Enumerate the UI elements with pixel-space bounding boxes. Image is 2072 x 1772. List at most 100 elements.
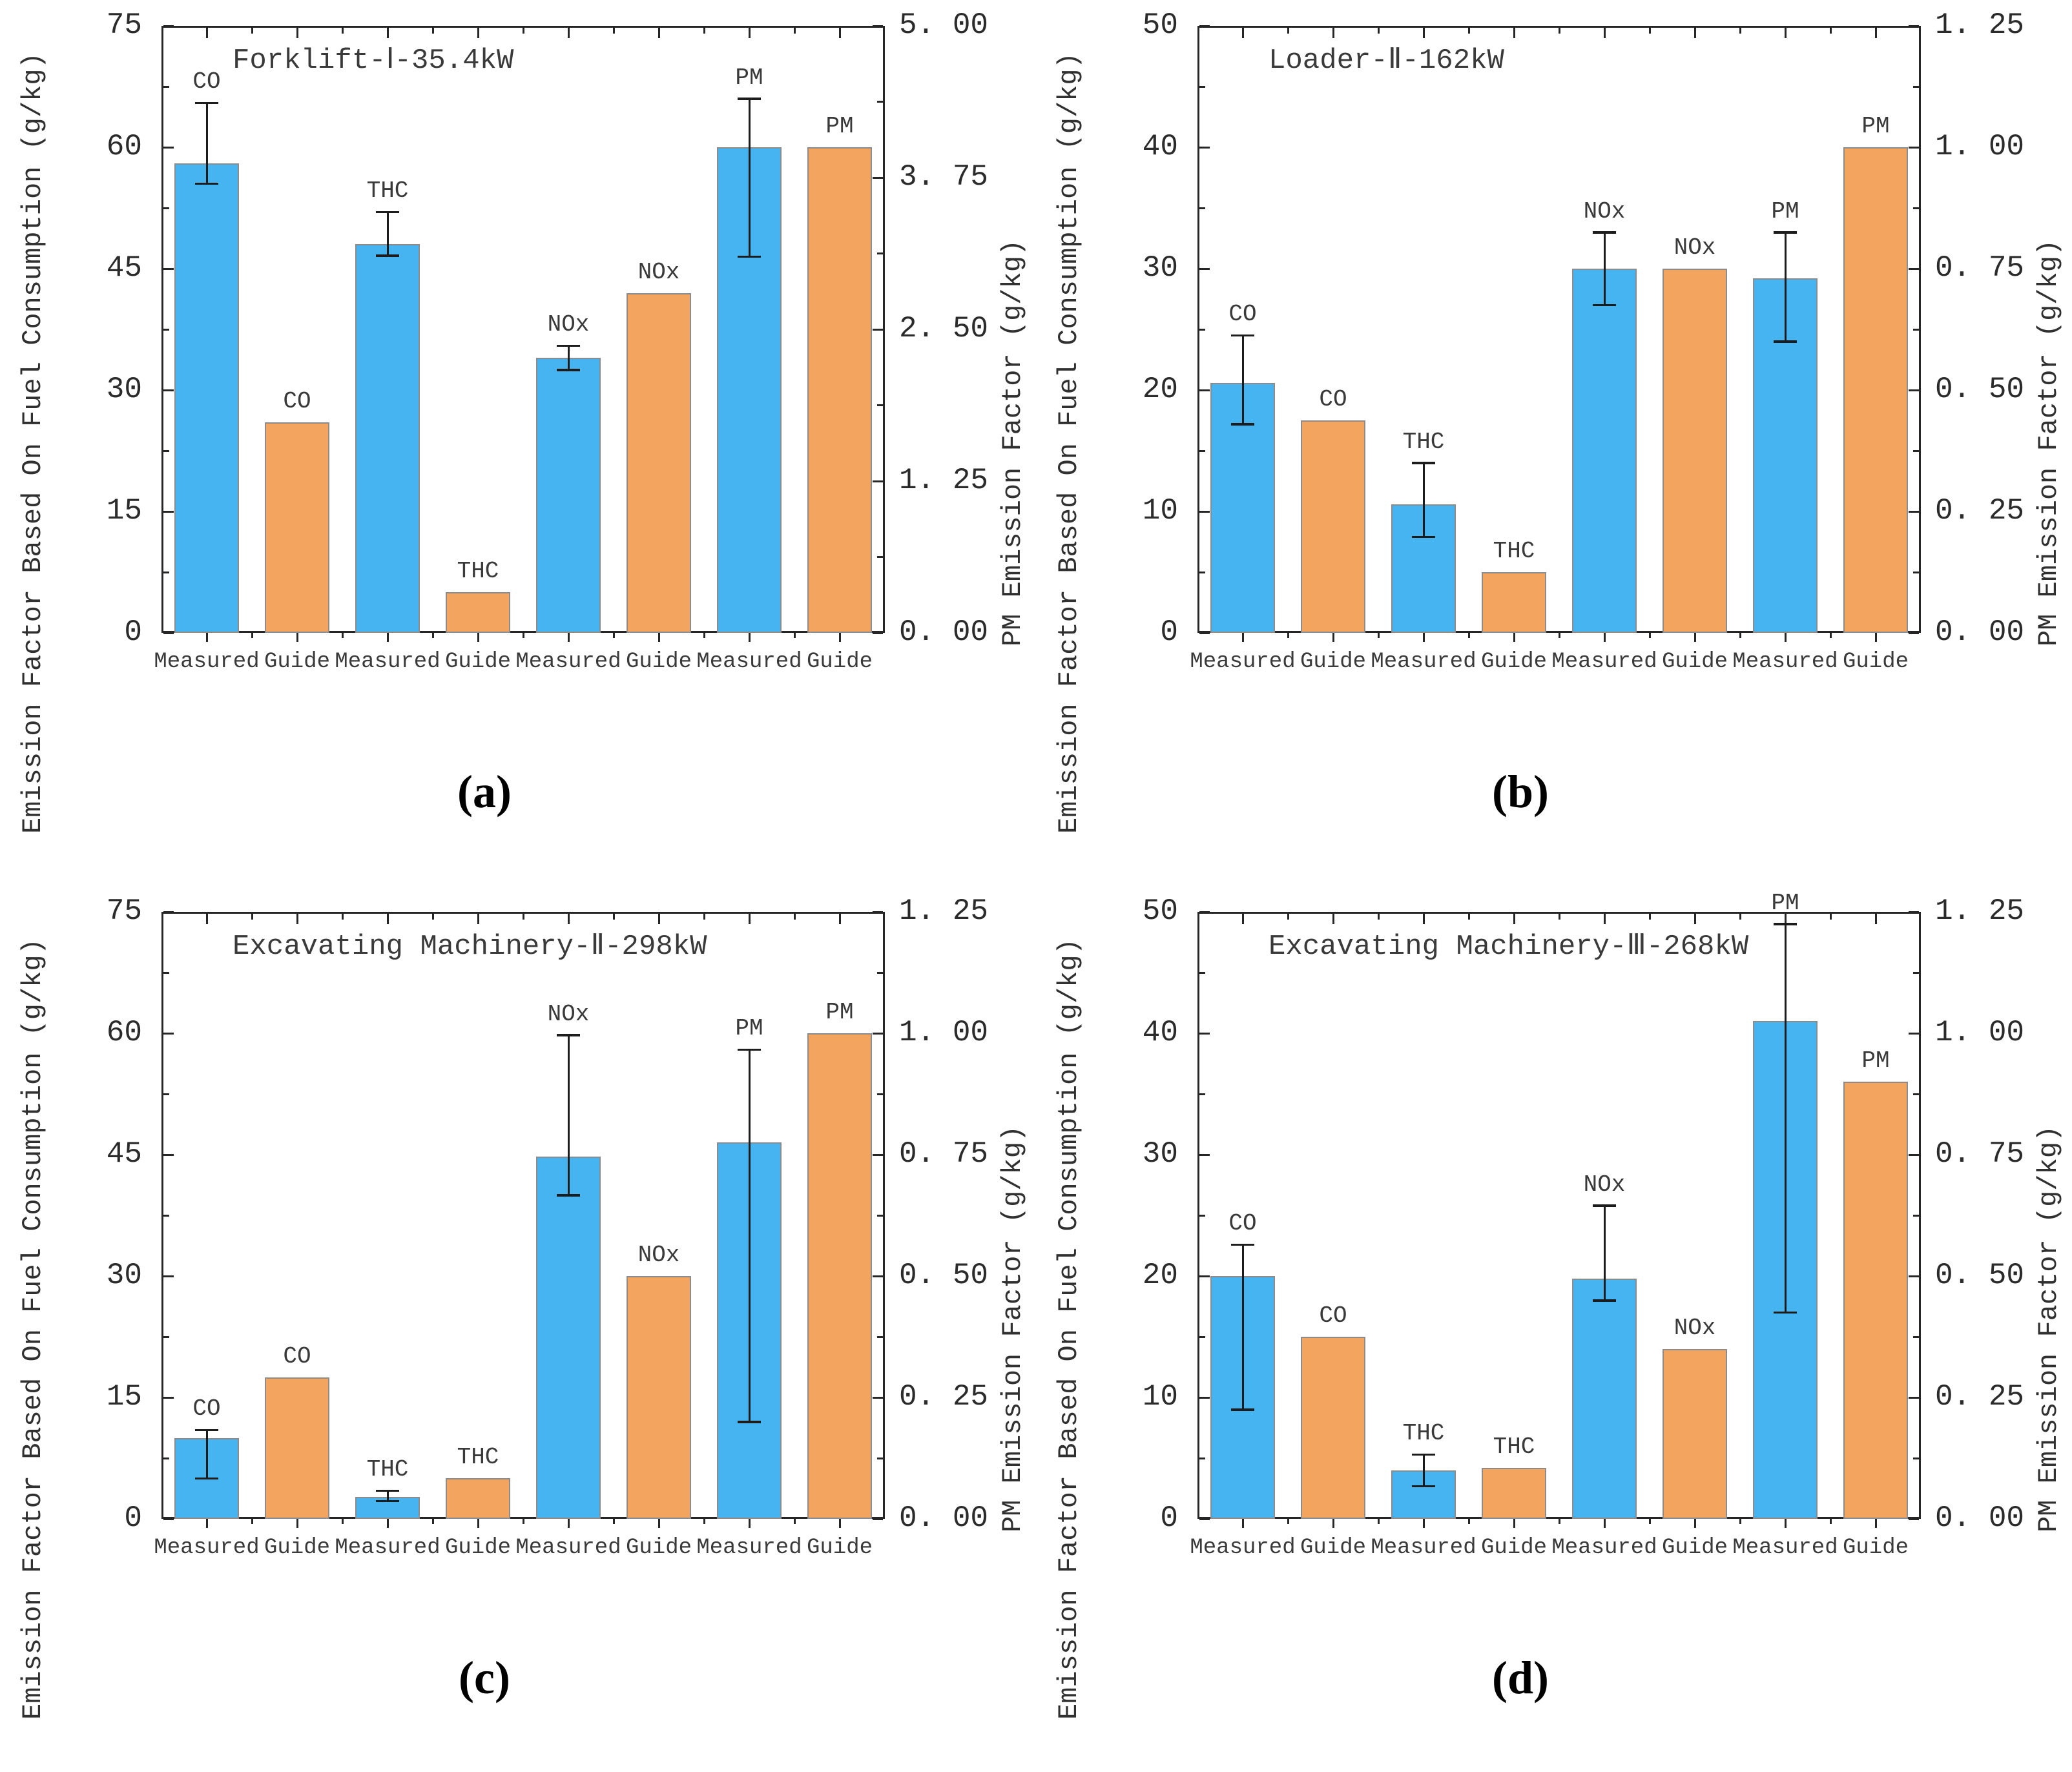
top-axis-tick (1784, 28, 1787, 38)
bottom-axis-tick (386, 633, 389, 642)
left-axis-minor-tick (1199, 1457, 1205, 1459)
right-axis-major-tick (1909, 510, 1919, 513)
right-axis-tick-label: 5. 00 (899, 8, 989, 42)
error-bar-line (386, 212, 389, 256)
bar-pm-guide (1843, 147, 1908, 633)
bottom-axis-tick (1513, 633, 1515, 642)
left-axis-major-tick (1199, 911, 1210, 913)
right-axis-major-tick (873, 1518, 883, 1520)
left-axis-major-tick (163, 267, 174, 270)
y-axis-label-right: PM Emission Factor (g/kg) (2033, 1125, 2064, 1533)
error-bar-line (1603, 232, 1606, 305)
left-axis-major-tick (1199, 267, 1210, 270)
top-axis-minor-tick (1739, 28, 1741, 34)
top-axis-minor-tick (251, 914, 253, 920)
right-axis-major-tick (1909, 911, 1919, 913)
bar-label-co: CO (1319, 386, 1347, 413)
x-tick-label-measured: Measured (1371, 650, 1476, 674)
error-bar-cap-top (195, 101, 218, 105)
bottom-axis-minor-tick (612, 633, 615, 638)
bar-co-guide (1301, 420, 1365, 633)
left-axis-minor-tick (1199, 1214, 1205, 1217)
left-axis-tick-label: 75 (106, 894, 142, 928)
bar-thc-guide (446, 1478, 510, 1519)
top-axis-minor-tick (1467, 28, 1470, 34)
top-axis-tick (477, 914, 479, 924)
left-axis-major-tick (163, 510, 174, 513)
left-axis-major-tick (163, 911, 174, 913)
x-tick-label-guide: Guide (1842, 1536, 1909, 1560)
top-axis-tick (386, 914, 389, 924)
x-tick-label-guide: Guide (625, 1536, 692, 1560)
right-axis-major-tick (1909, 1153, 1919, 1156)
y-axis-label-right: PM Emission Factor (g/kg) (997, 1125, 1028, 1533)
left-axis-major-tick (1199, 1032, 1210, 1035)
x-tick-label-guide: Guide (444, 1536, 512, 1560)
top-axis-minor-tick (703, 914, 705, 920)
top-axis-minor-tick (1648, 914, 1651, 920)
error-bar-line (205, 103, 208, 184)
bar-label-co: CO (192, 1396, 221, 1423)
bottom-axis-tick (205, 633, 208, 642)
bottom-axis-tick (296, 1519, 298, 1528)
y-axis-label-left: Emission Factor Based On Fuel Consumptio… (1053, 52, 1084, 834)
bottom-axis-minor-tick (1829, 1519, 1832, 1524)
left-axis-major-tick (1199, 632, 1210, 634)
right-axis-major-tick (1909, 1396, 1919, 1399)
bottom-axis-tick (296, 633, 298, 642)
top-axis-tick (1694, 28, 1696, 38)
bottom-axis-tick (1784, 633, 1787, 642)
left-axis-tick-label: 20 (1142, 1259, 1178, 1292)
left-axis-minor-tick (163, 1457, 169, 1459)
x-tick-label-measured: Measured (1732, 1536, 1838, 1560)
top-axis-tick (838, 28, 841, 38)
bottom-axis-tick (567, 1519, 570, 1528)
x-tick-label-measured: Measured (515, 650, 621, 674)
plot-area-c: 0 15 30 45 60 75 0. 00 0. 25 0. 50 0. 75 1. 00 1. 2… (0, 886, 1036, 1772)
top-axis-minor-tick (251, 28, 253, 34)
top-axis-tick (296, 914, 298, 924)
right-axis-minor-tick (877, 1093, 883, 1095)
left-axis-tick-label: 75 (106, 8, 142, 42)
error-bar-cap-top (1231, 334, 1254, 337)
bar-label-pm: PM (735, 64, 763, 91)
top-axis-tick (1603, 28, 1606, 38)
left-axis-tick-label: 30 (1142, 1137, 1178, 1171)
top-axis-minor-tick (1739, 914, 1741, 920)
error-bar-cap-top (1774, 923, 1797, 925)
bottom-axis-minor-tick (1467, 1519, 1470, 1524)
x-tick-label-measured: Measured (1371, 1536, 1476, 1560)
top-axis-tick (1332, 28, 1334, 38)
x-tick-label-measured: Measured (335, 650, 440, 674)
top-axis-minor-tick (1558, 28, 1560, 34)
right-axis-tick-label: 0. 00 (899, 615, 989, 649)
y-axis-label-left: Emission Factor Based On Fuel Consumptio… (17, 938, 48, 1720)
right-axis-tick-label: 0. 25 (1935, 1380, 2025, 1414)
x-tick-label-measured: Measured (1732, 650, 1838, 674)
left-axis-minor-tick (1199, 571, 1205, 573)
x-tick-label-guide: Guide (806, 650, 873, 674)
right-axis-minor-tick (877, 252, 883, 254)
left-axis-major-tick (163, 25, 174, 27)
right-axis-tick-label: 0. 75 (899, 1137, 989, 1171)
left-axis-tick-label: 10 (1142, 1380, 1178, 1414)
bar-thc-measured (355, 244, 420, 633)
left-axis-tick-label: 0 (1160, 1501, 1178, 1535)
left-axis-minor-tick (1199, 207, 1205, 209)
bottom-axis-tick (1513, 1519, 1515, 1528)
left-axis-tick-label: 0 (124, 1501, 142, 1535)
bar-label-co: CO (283, 1343, 311, 1370)
x-tick-label-guide: Guide (1300, 1536, 1367, 1560)
bottom-axis-tick (838, 633, 841, 642)
top-axis-minor-tick (1467, 914, 1470, 920)
error-bar-line (748, 98, 751, 257)
bottom-axis-tick (477, 1519, 479, 1528)
top-axis-minor-tick (431, 28, 434, 34)
right-axis-tick-label: 1. 25 (1935, 8, 2025, 42)
left-axis-minor-tick (163, 328, 169, 331)
bar-label-nox: NOx (547, 311, 590, 338)
error-bar-line (1422, 462, 1425, 537)
x-tick-label-measured: Measured (1190, 1536, 1296, 1560)
bar-pm-guide (807, 1033, 872, 1519)
error-bar-line (386, 1490, 389, 1501)
